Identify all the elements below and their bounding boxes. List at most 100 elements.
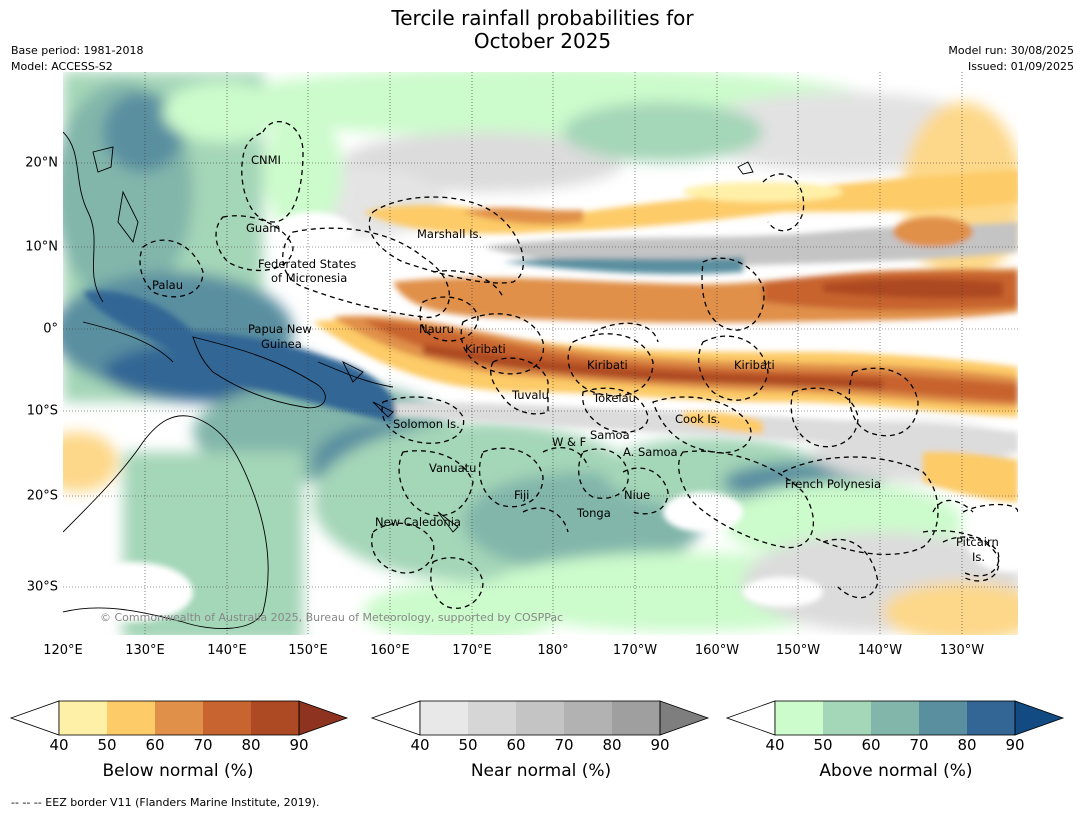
colorbar-above-normal: 40 50 60 70 80 90 [726,700,1065,750]
label-pitcairn-2: Is. [972,550,985,564]
lon-label-140e: 140°E [207,643,247,658]
label-samoa: Samoa [590,428,630,442]
lat-label-10s: 10°S [26,403,58,419]
cb-near-tick-40: 40 [410,736,429,750]
label-tokelau: Tokelau [592,391,636,405]
label-french-polynesia: French Polynesia [785,477,881,491]
cb-below-tick-80: 80 [241,736,260,750]
cb-below-tick-90: 90 [289,736,308,750]
cb-below-tick-70: 70 [193,736,212,750]
lon-label-150e: 150°E [288,643,328,658]
lat-label-0: 0° [43,321,58,337]
label-palau: Palau [152,278,183,292]
colorbar-0-swatch-5 [251,701,299,735]
lon-label-140w: 140°W [857,643,903,658]
lon-label-120e: 120°E [43,643,83,658]
colorbar-2-swatch-1 [775,701,823,735]
colorbar-2-swatch-2 [823,701,871,735]
label-niue: Niue [624,488,650,502]
colorbar-2-swatch-6 [1014,700,1065,736]
colorbar-1-swatch-3 [516,701,564,735]
chart-title: Tercile rainfall probabilities for Octob… [0,7,1085,53]
cb-near-tick-90: 90 [650,736,669,750]
colorbar-1-swatch-0 [371,700,421,736]
model-run: Model run: 30/08/2025 [948,44,1074,57]
graticule [63,72,1018,635]
colorbar-1-swatch-2 [468,701,516,735]
cb-above-tick-80: 80 [957,736,976,750]
label-solomon: Solomon Is. [393,417,460,431]
copyright-notice: © Commonwealth of Australia 2025, Bureau… [100,611,563,624]
title-line-2: October 2025 [473,29,612,53]
probability-map: CNMI Guam Marshall Is. Federated States … [63,72,1018,635]
label-fsm-2: of Micronesia [271,271,347,285]
meta-right: Model run: 30/08/2025 Issued: 01/09/2025 [948,43,1074,75]
lon-label-180: 180° [537,643,569,658]
lon-label-170w: 170°W [612,643,658,658]
colorbar-1-swatch-1 [420,701,468,735]
colorbar-title-above: Above normal (%) [819,761,973,781]
colorbar-0-swatch-6 [298,700,349,736]
label-wf: W & F [552,435,586,449]
cb-near-tick-60: 60 [506,736,525,750]
coastlines [63,131,754,630]
colorbar-1-swatch-6 [659,700,710,736]
label-vanuatu: Vanuatu [429,461,476,475]
label-kiribati-e: Kiribati [734,358,775,372]
issued-date: Issued: 01/09/2025 [967,60,1074,73]
colorbar-0-swatch-0 [10,700,60,736]
colorbar-0-swatch-3 [155,701,203,735]
cb-above-tick-60: 60 [861,736,880,750]
label-cook: Cook Is. [675,412,720,426]
lon-label-130w: 130°W [939,643,985,658]
cb-below-tick-50: 50 [97,736,116,750]
place-labels: CNMI Guam Marshall Is. Federated States … [152,153,999,564]
label-cnmi: CNMI [251,153,281,167]
lat-label-20s: 20°S [26,488,58,504]
rainfall-bands [73,170,1018,622]
lon-label-160e: 160°E [370,643,410,658]
label-kiribati-c: Kiribati [587,358,628,372]
lat-label-10n: 10°N [25,239,58,255]
label-marshall: Marshall Is. [417,227,482,241]
colorbar-0-swatch-4 [203,701,251,735]
cb-near-tick-70: 70 [554,736,573,750]
lat-label-20n: 20°N [25,155,58,171]
colorbar-0-swatch-2 [107,701,155,735]
colorbar-1-swatch-4 [564,701,612,735]
lon-label-150w: 150°W [775,643,821,658]
label-tonga: Tonga [576,506,611,520]
meta-left: Base period: 1981-2018 Model: ACCESS-S2 [11,43,143,75]
colorbar-below-normal: 40 50 60 70 80 90 [10,700,349,750]
label-nauru: Nauru [419,322,454,336]
label-guam: Guam [246,221,280,235]
title-line-1: Tercile rainfall probabilities for [391,6,694,30]
cb-near-tick-50: 50 [458,736,477,750]
label-new-caledonia: New Caledonia [375,515,461,529]
label-kiribati-w: Kiribati [465,342,506,356]
colorbar-near-normal: 40 50 60 70 80 90 [371,700,710,750]
colorbar-0-swatch-1 [59,701,107,735]
colorbar-title-near: Near normal (%) [470,761,612,781]
eez-borders [139,121,1018,609]
colorbar-2-swatch-0 [726,700,776,736]
label-fiji: Fiji [514,488,529,502]
cb-above-tick-70: 70 [909,736,928,750]
label-asamoa: A. Samoa [623,445,678,459]
lon-label-170e: 170°E [452,643,492,658]
colorbar-title-below: Below normal (%) [102,761,254,781]
label-png-2: Guinea [261,337,302,351]
cb-above-tick-50: 50 [813,736,832,750]
label-pitcairn-1: Pitcairn [956,535,999,549]
cb-above-tick-90: 90 [1005,736,1024,750]
colorbar-2-swatch-4 [919,701,967,735]
cb-below-tick-60: 60 [145,736,164,750]
cb-above-tick-40: 40 [765,736,784,750]
lon-label-160w: 160°W [694,643,740,658]
label-tuvalu: Tuvalu [511,388,549,402]
base-period: Base period: 1981-2018 [11,44,144,57]
colorbar-2-swatch-3 [871,701,919,735]
label-png-1: Papua New [248,322,312,336]
model-name: Model: ACCESS-S2 [11,60,113,73]
footnote-eez: -- -- -- EEZ border V11 (Flanders Marine… [11,796,320,809]
